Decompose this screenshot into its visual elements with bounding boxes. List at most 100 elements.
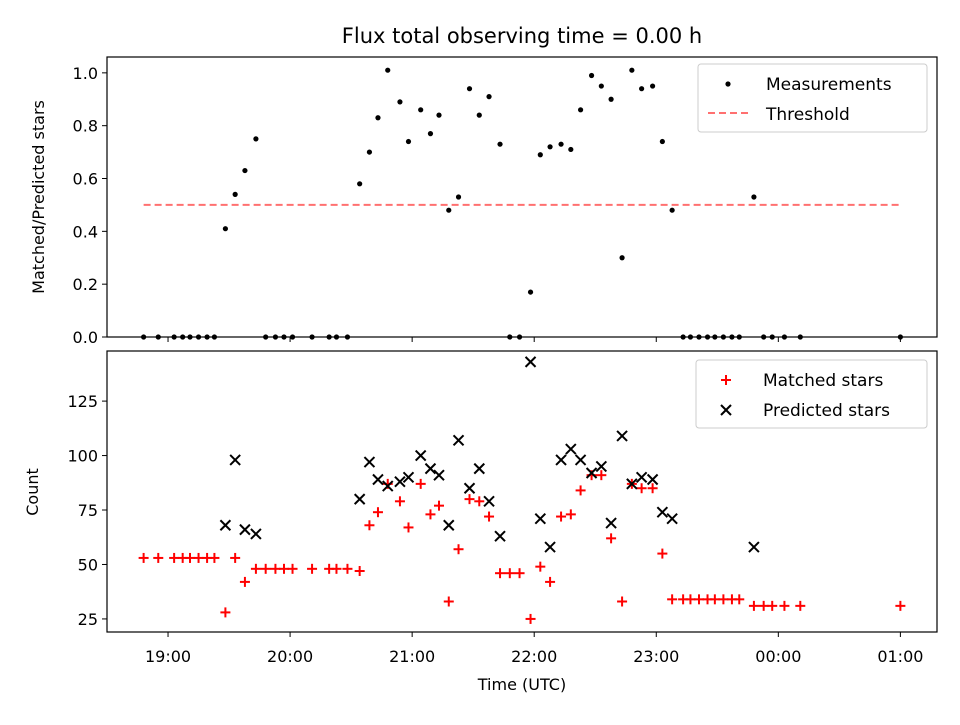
bottom-legend-box	[695, 359, 928, 429]
measurement-point	[669, 207, 675, 213]
top-y-tick-label: 0.4	[73, 222, 98, 241]
matched-star-point	[693, 594, 704, 605]
predicted-star-point	[463, 482, 476, 494]
predicted-star-point	[250, 528, 262, 540]
top-legend: Measurements Threshold	[697, 63, 928, 133]
measurement-point	[466, 86, 473, 92]
measurement-point	[232, 191, 238, 197]
matched-star-point	[535, 561, 546, 572]
measurement-point	[222, 226, 228, 232]
matched-star-point	[734, 594, 745, 605]
bottom-y-tick-label: 50	[78, 555, 98, 574]
measurement-point	[405, 138, 412, 145]
top-y-tick-label: 0.2	[73, 275, 98, 294]
measurement-point	[486, 94, 492, 100]
matched-star-point	[220, 607, 231, 618]
predicted-star-point	[473, 462, 485, 475]
bottom-y-tick-label: 100	[67, 447, 98, 466]
matched-star-point	[718, 594, 729, 605]
matched-star-point	[606, 533, 617, 544]
matched-star-point	[474, 496, 485, 507]
predicted-star-point	[666, 513, 678, 525]
predicted-star-point	[229, 454, 241, 466]
measurement-point	[436, 112, 442, 118]
top-y-tick-label: 0.6	[73, 170, 98, 189]
matched-star-point	[565, 509, 576, 520]
predicted-star-point	[565, 443, 577, 455]
top-y-tick-label: 0.0	[73, 328, 98, 347]
matched-star-point	[514, 568, 525, 579]
predicted-star-point	[363, 456, 376, 468]
measurement-point	[455, 194, 462, 200]
measurement-point	[357, 181, 363, 187]
bottom-y-tick-label: 125	[67, 392, 98, 411]
matched-star-point	[464, 494, 475, 505]
predicted-star-point	[483, 495, 495, 508]
legend-predicted-marker	[720, 404, 732, 416]
predicted-star-point	[574, 454, 587, 466]
matched-star-point	[767, 600, 778, 611]
matched-star-point	[758, 600, 769, 611]
measurement-point	[385, 67, 391, 73]
bottom-plot-frame	[106, 350, 938, 633]
predicted-star-point	[433, 469, 445, 481]
matched-star-point	[364, 520, 375, 531]
matched-star-point	[250, 563, 261, 574]
predicted-star-point	[555, 454, 567, 466]
matched-star-point	[278, 563, 289, 574]
top-legend-box	[697, 63, 928, 133]
matched-star-point	[443, 596, 454, 607]
predicted-star-point	[524, 356, 537, 368]
predicted-star-point	[353, 493, 366, 505]
predicted-star-point	[748, 541, 760, 553]
matched-star-point	[260, 563, 271, 574]
matched-star-point	[895, 600, 906, 611]
top-plot-frame	[106, 56, 938, 338]
measurement-point	[558, 141, 564, 147]
bottom-y-tick-label: 75	[78, 501, 98, 520]
measurement-point	[619, 255, 625, 261]
predicted-star-point	[372, 473, 384, 486]
measurement-point	[639, 86, 645, 92]
matched-star-point	[748, 600, 759, 611]
predicted-star-point	[534, 513, 547, 525]
predicted-star-point	[382, 480, 394, 492]
measurement-point	[418, 107, 424, 113]
matched-star-point	[270, 563, 281, 574]
matched-star-point	[354, 566, 365, 577]
matched-star-point	[685, 594, 696, 605]
x-tick-label: 22:00	[511, 647, 557, 666]
predicted-star-point	[452, 434, 465, 447]
predicted-star-point	[424, 462, 437, 475]
predicted-star-point	[595, 460, 608, 473]
measurement-point	[751, 194, 757, 200]
top-y-tick-label: 0.8	[73, 117, 98, 136]
matched-star-point	[209, 552, 220, 563]
matched-star-point	[230, 552, 241, 563]
matched-star-point	[185, 552, 195, 563]
predicted-star-point	[544, 541, 556, 553]
measurement-point	[527, 289, 534, 295]
matched-star-point	[307, 563, 318, 574]
chart-title: Flux total observing time = 0.00 h	[342, 24, 702, 48]
predicted-star-point	[646, 473, 659, 486]
x-tick-label: 00:00	[755, 647, 801, 666]
predicted-star-point	[494, 530, 506, 542]
matched-star-point	[153, 552, 164, 563]
matched-star-point	[453, 544, 464, 555]
matched-star-point	[239, 576, 250, 587]
matched-star-point	[617, 596, 628, 607]
legend-matched-marker	[721, 375, 731, 385]
predicted-star-point	[635, 471, 648, 484]
measurement-point	[537, 152, 543, 158]
measurement-point	[253, 136, 259, 142]
measurement-point	[397, 99, 403, 105]
matched-star-point	[504, 568, 515, 579]
top-panel: 0.0 0.2 0.4 0.6 0.8 1.0 Matched/Predicted sta…	[29, 56, 938, 347]
matched-star-point	[545, 576, 556, 587]
measurement-point	[598, 83, 604, 89]
predicted-star-point	[585, 467, 598, 479]
legend-measurements-label: Measurements	[766, 75, 892, 95]
matched-star-point	[667, 594, 678, 605]
